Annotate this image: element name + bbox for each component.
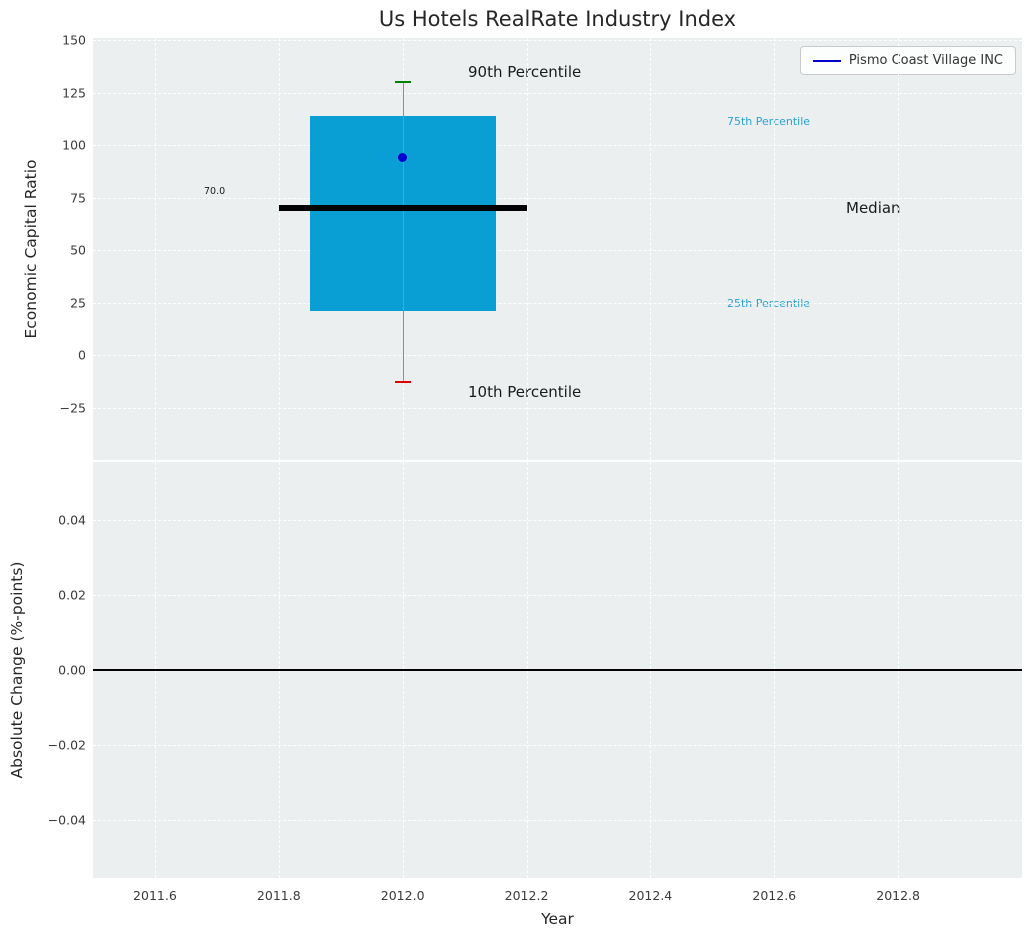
- legend-line-swatch: [813, 60, 841, 62]
- y-tick-label: −0.04: [48, 812, 86, 827]
- top-y-axis-label: Economic Capital Ratio: [22, 159, 40, 338]
- gridline-horizontal: [93, 355, 1022, 356]
- p10-annotation: 10th Percentile: [468, 383, 581, 401]
- x-tick-label: 2012.2: [505, 888, 549, 903]
- x-tick-label: 2011.6: [133, 888, 177, 903]
- x-tick-label: 2012.4: [629, 888, 673, 903]
- y-tick-label: 25: [70, 295, 86, 310]
- y-tick-label: 0: [78, 348, 86, 363]
- gridline-horizontal: [93, 745, 1022, 746]
- y-tick-label: −25: [60, 400, 86, 415]
- gridline-vertical: [527, 38, 528, 460]
- gridline-vertical: [898, 38, 899, 460]
- y-tick-label: 100: [62, 138, 86, 153]
- y-tick-label: 125: [62, 85, 86, 100]
- chart-title: Us Hotels RealRate Industry Index: [93, 7, 1022, 31]
- gridline-vertical: [155, 38, 156, 460]
- gridline-horizontal: [93, 303, 1022, 304]
- p90-cap: [395, 81, 411, 83]
- y-tick-label: −0.02: [48, 737, 86, 752]
- x-tick-label: 2012.8: [876, 888, 920, 903]
- median-value-annotation: 70.0: [204, 186, 225, 197]
- median-annotation: Median: [846, 199, 901, 217]
- gridline-horizontal: [93, 93, 1022, 94]
- x-tick-label: 2012.0: [381, 888, 425, 903]
- gridline-horizontal: [93, 408, 1022, 409]
- whisker-line: [403, 82, 404, 382]
- gridline-horizontal: [93, 250, 1022, 251]
- gridline-horizontal: [93, 40, 1022, 41]
- y-tick-label: 50: [70, 243, 86, 258]
- y-tick-label: 0.04: [58, 513, 86, 528]
- p10-cap: [395, 381, 411, 383]
- gridline-vertical: [279, 38, 280, 460]
- y-tick-label: 0.00: [58, 663, 86, 678]
- gridline-vertical: [774, 38, 775, 460]
- gridline-vertical: [650, 38, 651, 460]
- median-line: [279, 205, 527, 211]
- gridline-horizontal: [93, 520, 1022, 521]
- x-tick-label: 2011.8: [257, 888, 301, 903]
- y-tick-label: 150: [62, 33, 86, 48]
- p90-annotation: 90th Percentile: [468, 63, 581, 81]
- gridline-horizontal: [93, 145, 1022, 146]
- x-tick-label: 2012.6: [752, 888, 796, 903]
- bottom-y-axis-label: Absolute Change (%-points): [8, 562, 26, 779]
- gridline-horizontal: [93, 820, 1022, 821]
- gridline-horizontal: [93, 198, 1022, 199]
- p75-annotation: 75th Percentile: [727, 115, 810, 128]
- figure: Us Hotels RealRate Industry Index Econom…: [0, 0, 1034, 942]
- legend: Pismo Coast Village INC: [800, 46, 1016, 75]
- legend-label: Pismo Coast Village INC: [849, 53, 1003, 68]
- zero-line: [93, 669, 1022, 671]
- gridline-horizontal: [93, 595, 1022, 596]
- y-tick-label: 75: [70, 190, 86, 205]
- x-axis-label: Year: [93, 910, 1022, 928]
- y-tick-label: 0.02: [58, 588, 86, 603]
